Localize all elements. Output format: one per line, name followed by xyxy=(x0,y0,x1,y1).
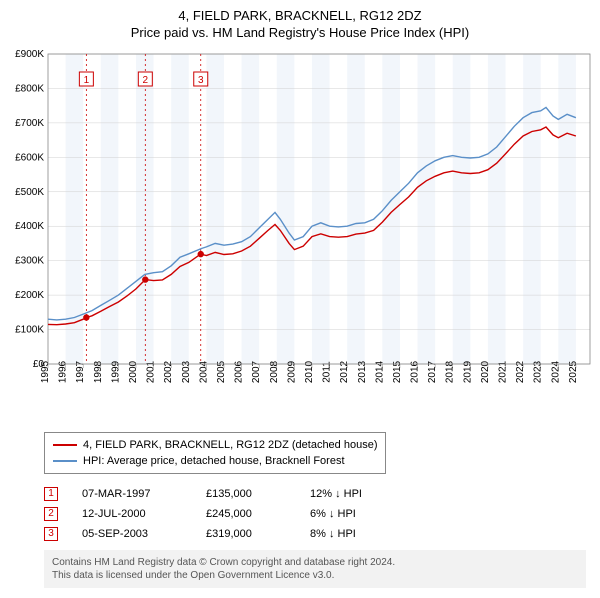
svg-text:2: 2 xyxy=(143,75,149,86)
transaction-marker: 3 xyxy=(44,527,58,541)
chart-header: 4, FIELD PARK, BRACKNELL, RG12 2DZ Price… xyxy=(0,0,600,44)
chart-subtitle: Price paid vs. HM Land Registry's House … xyxy=(0,25,600,40)
svg-text:£200K: £200K xyxy=(15,290,44,301)
transaction-date: 07-MAR-1997 xyxy=(82,488,182,500)
svg-text:1: 1 xyxy=(84,75,90,86)
svg-text:£600K: £600K xyxy=(15,152,44,163)
svg-text:£700K: £700K xyxy=(15,118,44,129)
legend-item: HPI: Average price, detached house, Brac… xyxy=(53,453,377,469)
chart-canvas: £0£100K£200K£300K£400K£500K£600K£700K£80… xyxy=(0,44,600,424)
legend-label: HPI: Average price, detached house, Brac… xyxy=(83,453,345,469)
svg-text:£400K: £400K xyxy=(15,221,44,232)
svg-text:3: 3 xyxy=(198,75,204,86)
transaction-delta: 12% ↓ HPI xyxy=(310,488,390,500)
transaction-delta: 6% ↓ HPI xyxy=(310,508,390,520)
transaction-row: 2 12-JUL-2000 £245,000 6% ↓ HPI xyxy=(44,504,586,524)
footnote-line: Contains HM Land Registry data © Crown c… xyxy=(52,556,578,569)
transaction-marker: 2 xyxy=(44,507,58,521)
transaction-price: £135,000 xyxy=(206,488,286,500)
transaction-row: 3 05-SEP-2003 £319,000 8% ↓ HPI xyxy=(44,524,586,544)
transaction-row: 1 07-MAR-1997 £135,000 12% ↓ HPI xyxy=(44,484,586,504)
svg-text:£300K: £300K xyxy=(15,256,44,267)
transaction-delta: 8% ↓ HPI xyxy=(310,528,390,540)
legend-swatch xyxy=(53,460,77,462)
transaction-date: 05-SEP-2003 xyxy=(82,528,182,540)
transaction-date: 12-JUL-2000 xyxy=(82,508,182,520)
transactions-table: 1 07-MAR-1997 £135,000 12% ↓ HPI 2 12-JU… xyxy=(44,484,586,544)
svg-text:£500K: £500K xyxy=(15,187,44,198)
license-footnote: Contains HM Land Registry data © Crown c… xyxy=(44,550,586,588)
transaction-price: £319,000 xyxy=(206,528,286,540)
svg-text:£800K: £800K xyxy=(15,83,44,94)
footnote-line: This data is licensed under the Open Gov… xyxy=(52,569,578,582)
legend-swatch xyxy=(53,444,77,446)
transaction-price: £245,000 xyxy=(206,508,286,520)
chart-legend: 4, FIELD PARK, BRACKNELL, RG12 2DZ (deta… xyxy=(44,432,386,474)
legend-item: 4, FIELD PARK, BRACKNELL, RG12 2DZ (deta… xyxy=(53,437,377,453)
svg-text:£900K: £900K xyxy=(15,49,44,60)
address-title: 4, FIELD PARK, BRACKNELL, RG12 2DZ xyxy=(0,8,600,23)
price-chart: £0£100K£200K£300K£400K£500K£600K£700K£80… xyxy=(0,44,600,424)
svg-text:£100K: £100K xyxy=(15,325,44,336)
transaction-marker: 1 xyxy=(44,487,58,501)
legend-label: 4, FIELD PARK, BRACKNELL, RG12 2DZ (deta… xyxy=(83,437,377,453)
